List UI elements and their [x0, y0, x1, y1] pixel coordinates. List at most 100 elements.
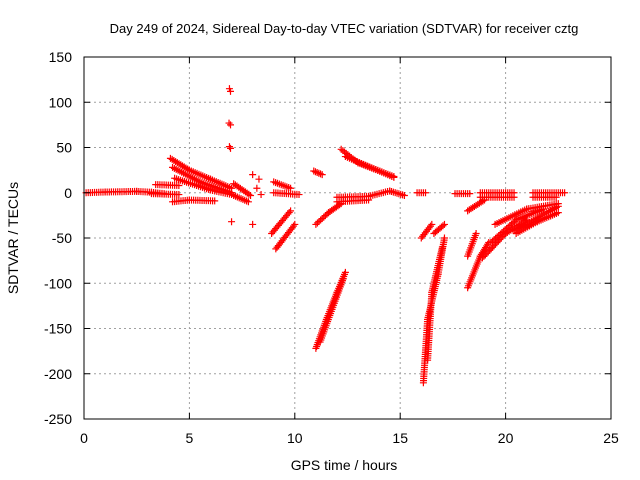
y-tick-label: -50 [52, 230, 72, 246]
y-tick-label: 50 [56, 140, 72, 156]
series-cluster-7-8 [230, 180, 255, 206]
y-axis-ticks: 150 100 50 0 -50 -100 -150 -200 -250 [44, 49, 611, 427]
data-point [479, 197, 487, 205]
y-axis-label: SDTVAR / TECUs [5, 182, 21, 294]
y-tick-label: 150 [49, 49, 73, 65]
data-point [341, 268, 349, 276]
series-upper-12-14 [337, 145, 398, 181]
y-tick-label: 100 [49, 94, 73, 110]
x-axis-ticks: 0 5 10 15 20 25 [80, 57, 619, 446]
series-seg-18-low [464, 196, 489, 215]
series-deep-11 [312, 268, 349, 352]
series-arc-20-22-low [512, 209, 562, 237]
plot-frame [83, 56, 612, 420]
data-point [561, 189, 569, 197]
x-axis-label: GPS time / hours [291, 457, 398, 473]
series-arc-4-7-low [171, 174, 236, 199]
data-point [295, 191, 303, 199]
data-point [249, 220, 257, 228]
series-dip-4-6 [169, 196, 219, 206]
y-tick-label: -150 [44, 321, 72, 337]
y-tick-label: -200 [44, 366, 72, 382]
data-point [439, 222, 447, 230]
series-flat-17.5-19 [451, 189, 518, 201]
data-point [321, 212, 329, 220]
data-point [317, 170, 325, 178]
data-point [318, 215, 326, 223]
series-seg-11-tiny [310, 167, 326, 179]
series-deep-16 [419, 234, 448, 387]
data-point [225, 143, 233, 151]
series-mid-16 [417, 220, 448, 242]
data-point [211, 197, 219, 205]
x-tick-label: 5 [186, 430, 194, 446]
data-point [268, 229, 276, 237]
data-point [227, 87, 235, 95]
x-tick-label: 20 [498, 430, 514, 446]
data-point [227, 144, 235, 152]
data-point [472, 229, 480, 237]
data-point [421, 189, 429, 197]
data-point [554, 202, 562, 210]
series-falls-9-10 [268, 207, 299, 253]
data-point [390, 173, 398, 181]
chart-title: Day 249 of 2024, Sidereal Day-to-day VTE… [110, 21, 579, 36]
data-points [82, 85, 569, 387]
data-point [440, 234, 448, 242]
data-point [269, 228, 277, 236]
data-point [249, 171, 257, 179]
x-tick-label: 10 [287, 430, 303, 446]
data-point [315, 217, 323, 225]
data-point [253, 184, 261, 192]
data-point [310, 167, 318, 175]
data-point [175, 182, 183, 190]
data-point [428, 220, 436, 228]
data-point [440, 220, 448, 228]
data-point [318, 171, 326, 179]
data-point [312, 220, 320, 228]
series-arc-4-7-upper [166, 154, 236, 192]
series-spike-7 [225, 85, 265, 228]
data-point [339, 275, 347, 283]
data-point [320, 213, 328, 221]
series-seg-9-10 [270, 178, 303, 199]
data-point [244, 198, 252, 206]
data-point [184, 165, 192, 173]
data-point [175, 191, 183, 199]
series-flat-3.5-4.5 [147, 181, 183, 199]
data-point [427, 222, 435, 230]
y-tick-label: -250 [44, 411, 72, 427]
data-point [317, 216, 325, 224]
grid [84, 57, 611, 419]
data-point [313, 219, 321, 227]
data-point [315, 169, 323, 177]
data-point [481, 196, 489, 204]
data-point [273, 243, 281, 251]
y-tick-label: -100 [44, 275, 72, 291]
data-point [365, 196, 373, 204]
data-point [245, 190, 253, 198]
data-point [228, 218, 236, 226]
data-point [484, 240, 492, 248]
data-point [510, 193, 518, 201]
data-point [400, 191, 408, 199]
x-tick-label: 25 [603, 430, 619, 446]
data-point [257, 191, 265, 199]
series-flat-15-16 [413, 189, 429, 197]
data-point [227, 121, 235, 129]
data-point [255, 175, 263, 183]
data-point [554, 209, 562, 217]
data-point [272, 245, 280, 253]
data-point [313, 168, 321, 176]
data-point [247, 191, 255, 199]
series-mid-11-12 [312, 200, 345, 228]
data-point [438, 243, 446, 251]
x-tick-label: 15 [392, 430, 408, 446]
x-tick-label: 0 [80, 430, 88, 446]
data-point [466, 190, 474, 198]
series-flat-12-15 [333, 187, 408, 206]
y-tick-label: 0 [64, 185, 72, 201]
data-point [511, 217, 519, 225]
data-point [311, 168, 319, 176]
